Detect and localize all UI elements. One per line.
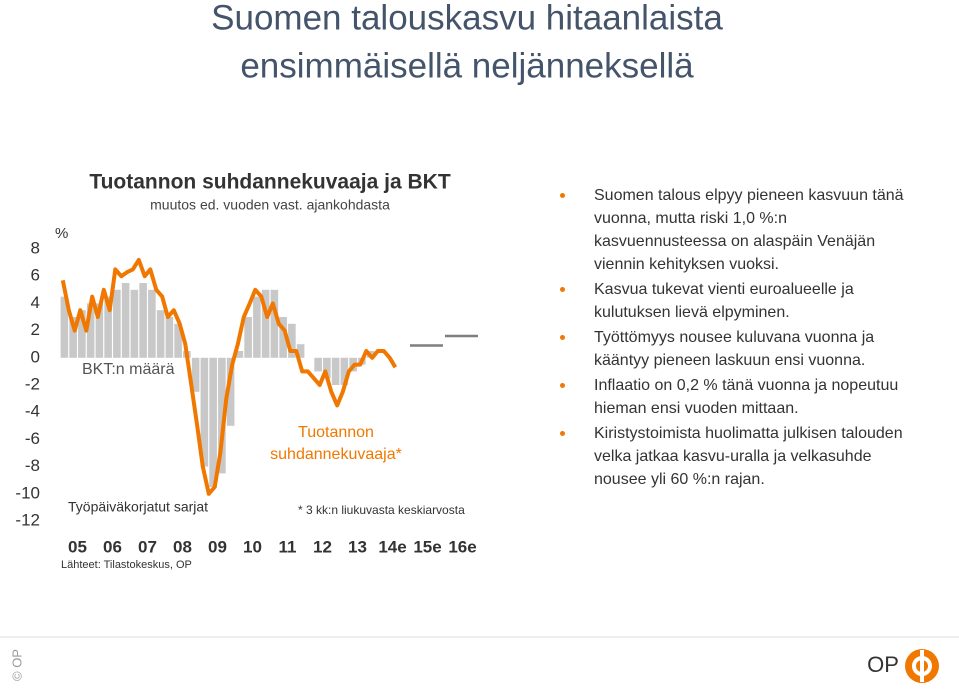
x-tick-label: 10 (243, 537, 262, 556)
bullet-list: Suomen talous elpyy pieneen kasvuun tänä… (560, 184, 920, 493)
bar (218, 357, 226, 474)
slide-title: ensimmäisellä neljänneksellä (240, 46, 694, 85)
bar (323, 357, 331, 379)
bar (253, 296, 261, 358)
logo-text: OP (867, 652, 899, 677)
x-tick-label: 05 (68, 537, 87, 556)
bullet: Suomen talous elpyy pieneen kasvuun tänä… (560, 184, 920, 276)
y-tick-label: -10 (15, 483, 40, 502)
copyright: © OP (9, 649, 24, 681)
annotation: * 3 kk:n liukuvasta keskiarvosta (298, 503, 465, 517)
x-tick-label: 09 (208, 537, 227, 556)
y-tick-label: -8 (25, 456, 40, 475)
x-tick-label: 15e (413, 537, 441, 556)
annotation: Työpäiväkorjatut sarjat (68, 499, 208, 515)
bar (104, 296, 112, 358)
y-tick-label: -12 (15, 510, 40, 529)
bar (340, 357, 349, 385)
x-tick-label: 11 (279, 537, 297, 556)
bar (296, 344, 305, 358)
x-tick-label: 08 (173, 537, 192, 556)
bullet: Kasvua tukevat vienti euroalueelle ja ku… (560, 278, 920, 324)
bar (60, 296, 69, 358)
x-tick-label: 14e (378, 537, 406, 556)
bar (148, 289, 156, 358)
bar (95, 303, 104, 358)
x-tick-label: 06 (103, 537, 122, 556)
y-tick-label: 6 (31, 266, 40, 285)
y-tick-label: 8 (31, 238, 40, 257)
bullet: Kiristystoimista huolimatta julkisen tal… (560, 422, 920, 491)
bar (288, 323, 296, 358)
bar (156, 310, 165, 358)
chart-title: Tuotannon suhdannekuvaaja ja BKT (89, 171, 450, 194)
series-label: Tuotannon suhdannekuvaaja* (270, 424, 402, 463)
y-tick-label: -4 (25, 402, 40, 421)
bar (261, 289, 270, 358)
bar (191, 357, 200, 392)
x-tick-label: 16e (448, 537, 476, 556)
bar (69, 317, 77, 358)
x-tick-label: 07 (138, 537, 157, 556)
y-tick-label: -6 (25, 429, 40, 448)
bar (113, 289, 121, 358)
source: Lähteet: Tilastokeskus, OP (61, 559, 192, 571)
x-tick-label: 12 (313, 537, 332, 556)
bar (174, 323, 182, 358)
bar (165, 317, 174, 358)
bar (78, 310, 86, 358)
line (60, 257, 398, 496)
bar (226, 357, 235, 426)
bullet: Inflaatio on 0,2 % tänä vuonna ja nopeut… (560, 374, 920, 420)
series-label: BKT:n määrä (82, 361, 175, 378)
y-unit: % (55, 225, 68, 242)
y-tick-label: 4 (31, 293, 40, 312)
bar (331, 357, 340, 385)
bar (200, 357, 209, 467)
bar (314, 357, 322, 372)
bar (270, 289, 279, 358)
bar (244, 317, 252, 358)
bar (279, 317, 287, 358)
bar (139, 283, 147, 358)
bar (86, 303, 95, 358)
slide-title: Suomen talouskasvu hitaanlaista (211, 0, 723, 37)
x-tick-label: 13 (348, 537, 367, 556)
chart-subtitle: muutos ed. vuoden vast. ajankohdasta (150, 197, 390, 213)
y-tick-label: 2 (31, 320, 40, 339)
bullet: Työttömyys nousee kuluvana vuonna ja kää… (560, 326, 920, 372)
bar (235, 351, 244, 358)
bar (121, 283, 130, 358)
bar (209, 357, 217, 487)
y-tick-label: 0 (31, 347, 40, 366)
bar (130, 289, 139, 358)
y-tick-label: -2 (25, 374, 40, 393)
